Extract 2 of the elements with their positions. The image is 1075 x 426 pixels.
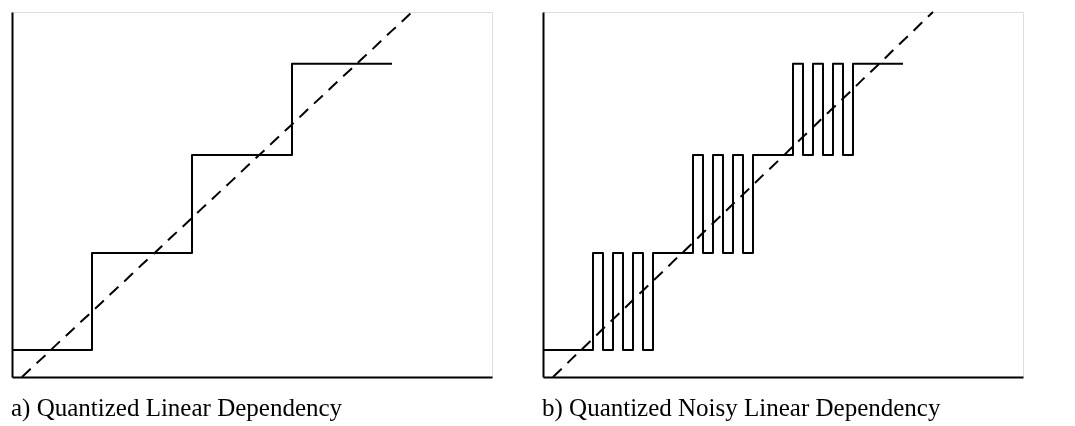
text: b) Quantized Noisy Linear Dependency bbox=[542, 394, 941, 422]
text: a) Quantized Linear Dependency bbox=[11, 394, 343, 422]
